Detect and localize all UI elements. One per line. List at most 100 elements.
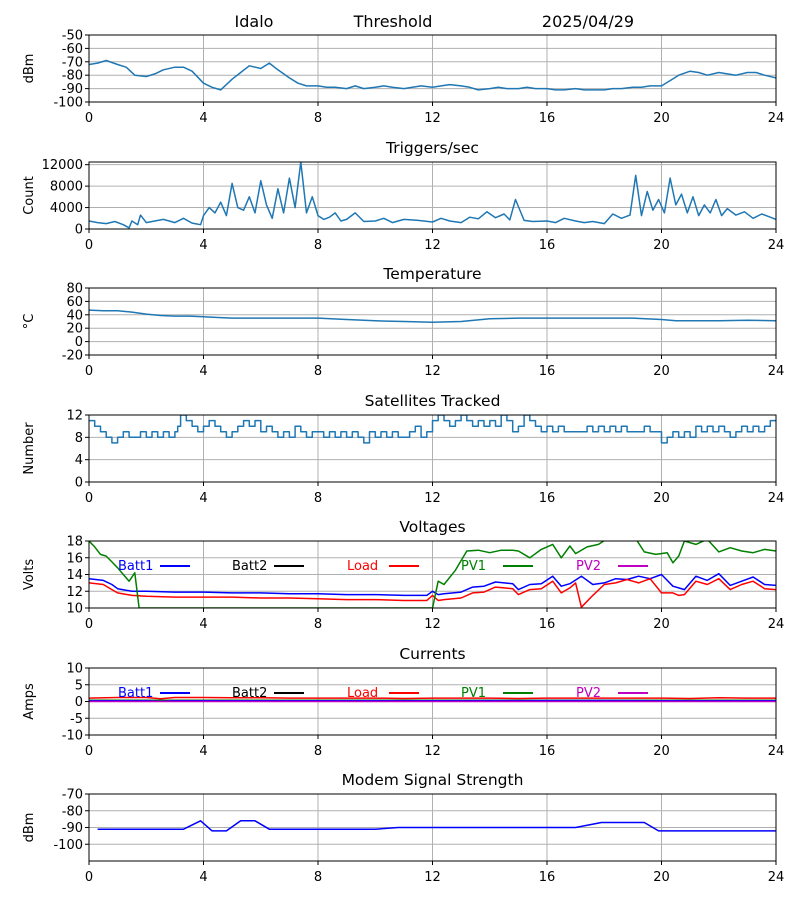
chart-title: Modem Signal Strength [342, 771, 524, 789]
x-tick-label: 4 [199, 238, 207, 253]
x-tick-label: 8 [314, 617, 322, 632]
x-tick-label: 24 [768, 491, 785, 506]
x-tick-label: 24 [768, 744, 785, 759]
y-tick-label: 10 [66, 602, 83, 617]
y-tick-label: -70 [62, 788, 83, 803]
y-tick-label: -5 [70, 712, 83, 727]
chart-title: Currents [399, 645, 465, 663]
y-axis-label: Number [22, 422, 37, 475]
x-tick-label: 20 [653, 364, 670, 379]
x-tick-label: 0 [85, 364, 93, 379]
series-line [97, 820, 776, 832]
y-tick-label: -70 [62, 55, 83, 70]
y-tick-label: 5 [75, 678, 83, 693]
x-tick-label: 0 [85, 111, 93, 126]
y-tick-label: 0 [75, 335, 83, 350]
x-tick-label: 12 [424, 111, 441, 126]
series-line-load [89, 577, 776, 608]
series-group [89, 59, 776, 91]
y-tick-label: 4 [75, 453, 83, 468]
series-line-batt1 [89, 572, 776, 597]
x-tick-label: 24 [768, 364, 785, 379]
series-group [89, 162, 776, 229]
x-tick-label: 12 [424, 617, 441, 632]
y-axis-label: Volts [22, 559, 37, 591]
legend-label-pv1: PV1 [461, 559, 486, 574]
series-line-load [89, 696, 776, 700]
figure-header: Idalo Threshold 2025/04/29 [235, 12, 635, 31]
x-tick-label: 16 [539, 491, 556, 506]
header-station: Idalo [235, 12, 274, 31]
y-tick-label: 12 [66, 585, 83, 600]
x-tick-label: 0 [85, 238, 93, 253]
x-tick-label: 4 [199, 870, 207, 885]
panel-satellites: 0 4 8 12 16 20 24 0 4 8 12 Satellites Tracked Number [22, 392, 784, 506]
x-tick-label: 8 [314, 238, 322, 253]
y-tick-label: 0 [75, 695, 83, 710]
legend: Batt1 Batt2 Load PV1 PV2 [118, 559, 648, 574]
y-tick-label: -80 [62, 804, 83, 819]
chart-title: Satellites Tracked [365, 392, 501, 410]
series-group [89, 415, 776, 444]
y-tick-label: -80 [62, 69, 83, 84]
x-tick-label: 16 [539, 744, 556, 759]
x-tick-label: 24 [768, 870, 785, 885]
x-tick-label: 12 [424, 491, 441, 506]
legend-label-batt2: Batt2 [232, 559, 267, 574]
x-tick-label: 12 [424, 364, 441, 379]
y-axis-label: Amps [22, 683, 37, 720]
y-tick-label: -90 [62, 82, 83, 97]
y-tick-label: 10 [66, 662, 83, 677]
y-tick-label: -50 [62, 29, 83, 44]
x-tick-label: 8 [314, 491, 322, 506]
y-tick-label: 18 [66, 535, 83, 550]
x-tick-label: 16 [539, 870, 556, 885]
x-tick-label: 16 [539, 617, 556, 632]
series-line [89, 59, 776, 91]
panel-threshold: 0 4 8 12 16 20 24 -50-60-70-80-90-100 dBm [22, 29, 784, 127]
series-line [89, 162, 776, 229]
legend-label-batt1: Batt1 [118, 686, 153, 701]
chart-title: Temperature [382, 265, 481, 283]
panel-modem: 0 4 8 12 16 20 24 -70-80 -90 -100 Modem Signal Str… [22, 771, 784, 885]
x-tick-label: 24 [768, 238, 785, 253]
y-tick-label: 0 [75, 223, 83, 238]
x-tick-label: 8 [314, 111, 322, 126]
series-line [89, 415, 776, 444]
y-tick-label: 14 [66, 568, 83, 583]
x-tick-label: 16 [539, 238, 556, 253]
x-tick-label: 0 [85, 491, 93, 506]
x-tick-label: 8 [314, 364, 322, 379]
x-tick-label: 4 [199, 491, 207, 506]
series-group [89, 309, 776, 323]
x-tick-label: 20 [653, 491, 670, 506]
y-tick-label: 20 [66, 322, 83, 337]
y-tick-label: 8000 [50, 180, 83, 195]
series-group [89, 541, 776, 608]
y-tick-label: 80 [66, 282, 83, 297]
y-tick-label: 40 [66, 308, 83, 323]
legend-label-pv2: PV2 [576, 686, 601, 701]
y-tick-label: -20 [62, 349, 83, 364]
legend-label-batt2: Batt2 [232, 686, 267, 701]
x-tick-label: 0 [85, 617, 93, 632]
series-line-pv1 [89, 541, 776, 608]
y-axis-label: dBm [22, 813, 37, 843]
y-tick-label: 12000 [42, 158, 83, 173]
x-tick-label: 12 [424, 238, 441, 253]
x-tick-label: 20 [653, 744, 670, 759]
x-tick-label: 0 [85, 870, 93, 885]
y-tick-label: -100 [53, 838, 83, 853]
y-axis-label: dBm [22, 54, 37, 84]
series-group [97, 820, 776, 832]
series-line [89, 309, 776, 323]
x-tick-label: 24 [768, 617, 785, 632]
panel-triggers: 0 4 8 12 16 20 24 0 4000 8000 12000 Triggers/sec Cou… [22, 139, 784, 253]
header-mode: Threshold [353, 12, 433, 31]
x-tick-label: 20 [653, 617, 670, 632]
legend: Batt1 Batt2 Load PV1 PV2 [118, 686, 648, 701]
y-tick-label: 60 [66, 295, 83, 310]
